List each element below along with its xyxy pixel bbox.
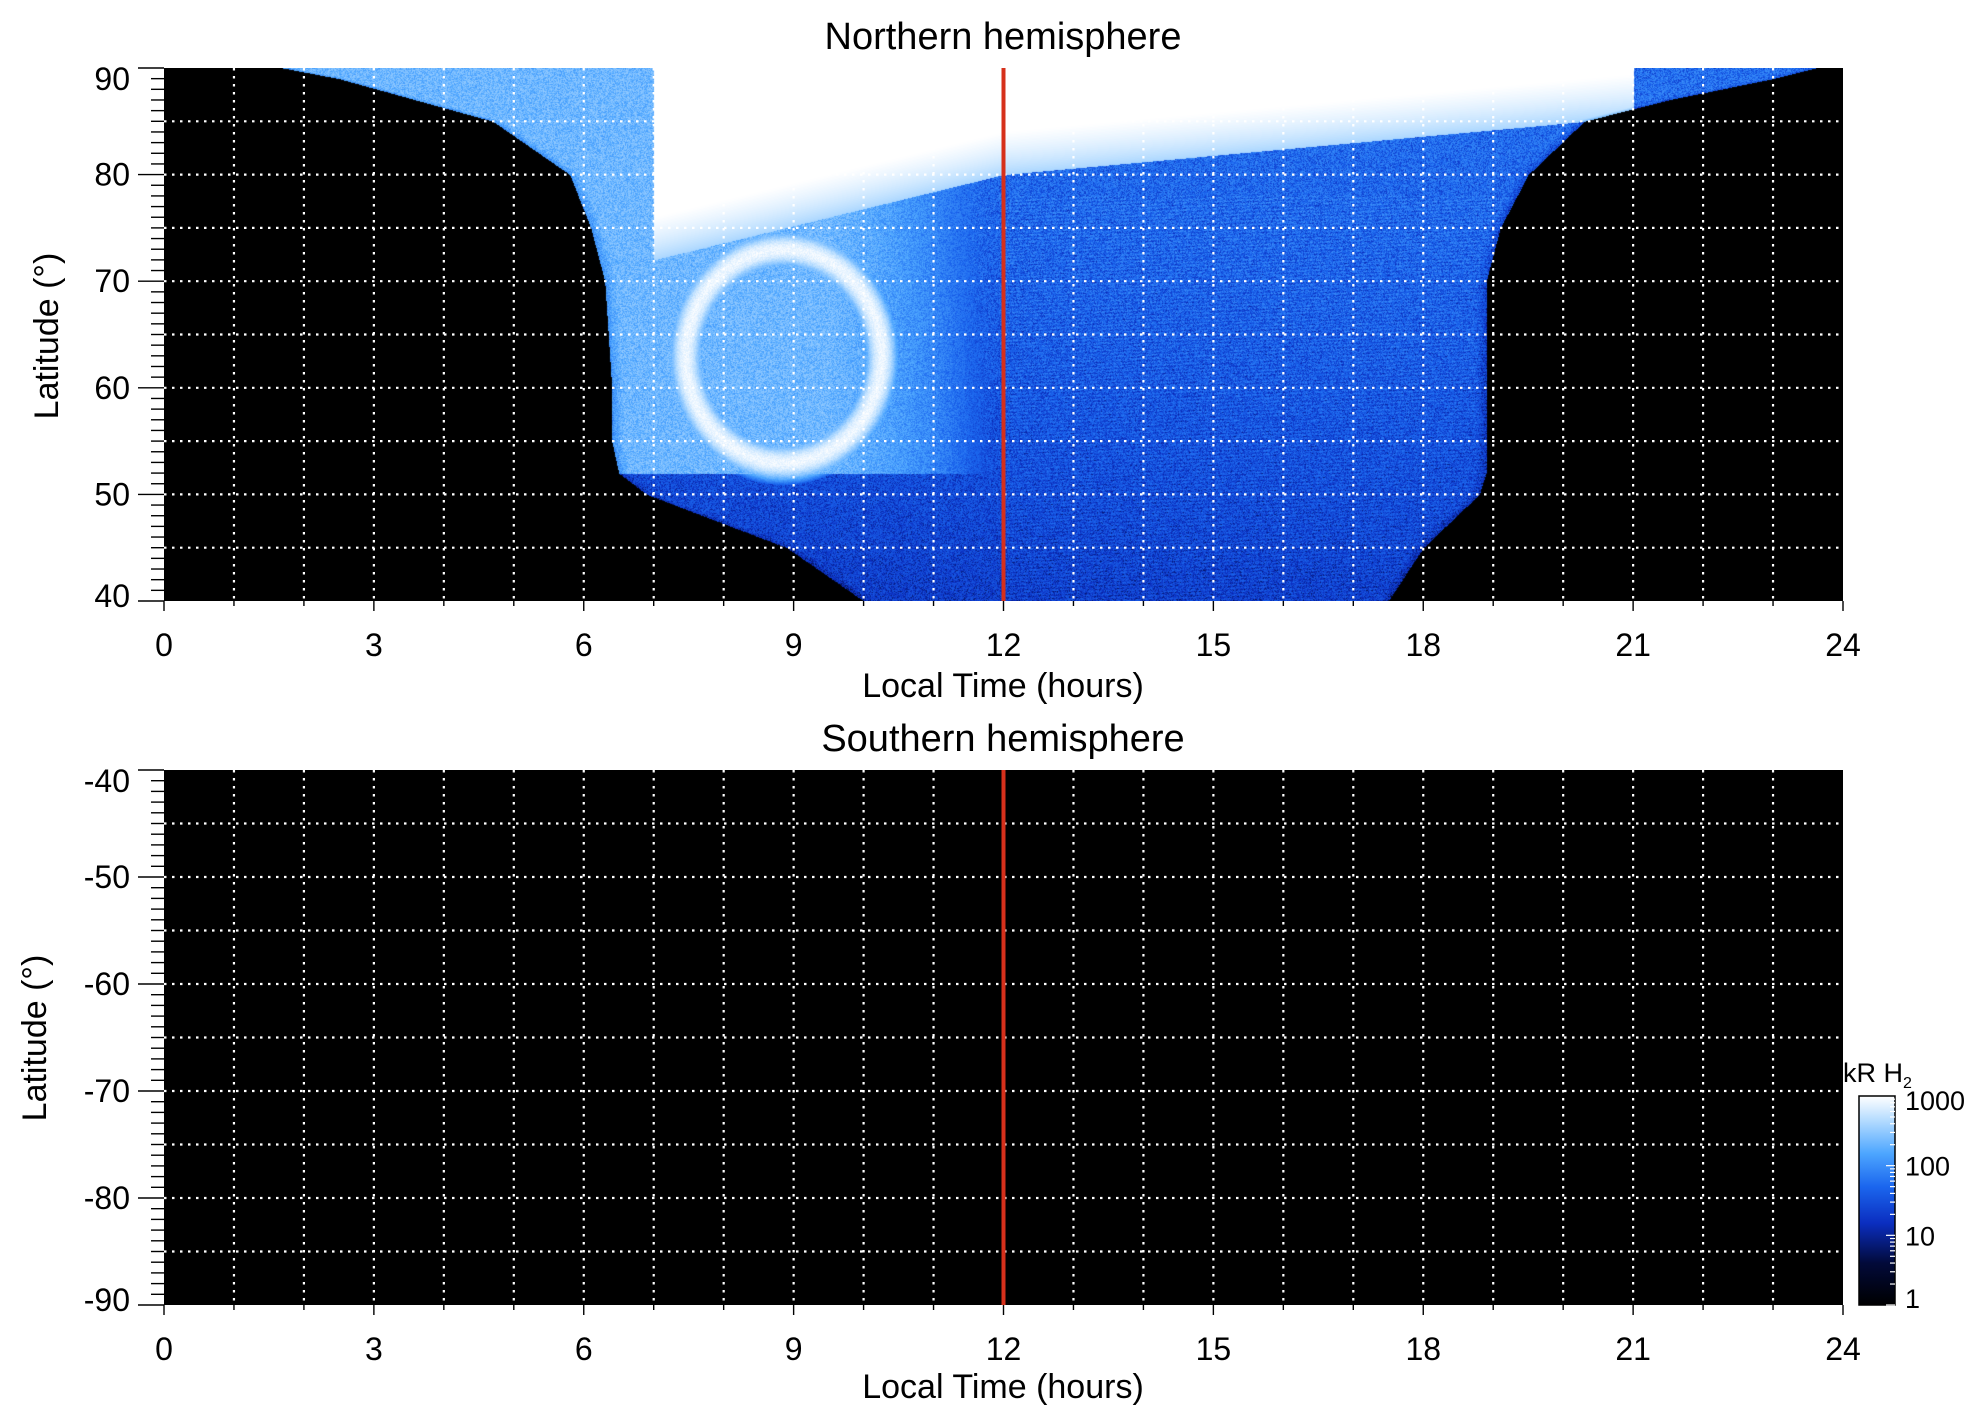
x-tick-label: 3 [365, 627, 383, 663]
north-y-axis-label: Latitude (°) [28, 253, 66, 420]
colorbar-tick-label: 100 [1905, 1152, 1950, 1182]
x-tick-label: 21 [1615, 627, 1651, 663]
north-axis-ticks [138, 67, 1844, 611]
x-tick-label: 0 [155, 1331, 173, 1367]
y-tick-label: 60 [94, 370, 130, 406]
x-tick-label: 3 [365, 1331, 383, 1367]
south-grid [164, 770, 1843, 1305]
x-tick-label: 12 [986, 1331, 1022, 1367]
southern-hemisphere-panel: Southern hemisphere 0 3 6 9 12 15 18 21 24 -40 -5… [16, 718, 1861, 1406]
y-tick-label: 80 [94, 157, 130, 193]
x-tick-label: 18 [1405, 1331, 1441, 1367]
x-tick-label: 0 [155, 627, 173, 663]
y-tick-label: -90 [84, 1282, 130, 1318]
northern-hemisphere-panel: Northern hemisphere 0 3 6 9 12 15 18 21 24 40 50 6… [28, 16, 1861, 705]
y-tick-label: -40 [84, 763, 130, 799]
south-y-axis-label: Latitude (°) [16, 955, 54, 1122]
north-y-tick-labels: 40 50 60 70 80 90 [94, 61, 130, 614]
x-tick-label: 24 [1825, 1331, 1861, 1367]
colorbar-label: kR H2 [1843, 1058, 1912, 1092]
x-tick-label: 24 [1825, 627, 1861, 663]
colorbar: kR H2 1 10 100 1000 [1843, 1058, 1965, 1314]
x-tick-label: 15 [1196, 627, 1232, 663]
south-x-tick-labels: 0 3 6 9 12 15 18 21 24 [155, 1331, 1861, 1367]
south-panel-title: Southern hemisphere [821, 718, 1184, 760]
y-tick-label: 90 [94, 61, 130, 97]
north-x-tick-labels: 0 3 6 9 12 15 18 21 24 [155, 627, 1861, 663]
south-axis-ticks [138, 769, 1844, 1315]
x-tick-label: 18 [1405, 627, 1441, 663]
y-tick-label: -80 [84, 1180, 130, 1216]
south-x-axis-label: Local Time (hours) [862, 1368, 1144, 1406]
south-y-tick-labels: -40 -50 -60 -70 -80 -90 [84, 763, 130, 1318]
colorbar-tick-labels: 1 10 100 1000 [1905, 1086, 1965, 1314]
colorbar-tick-label: 1 [1905, 1284, 1920, 1314]
x-tick-label: 9 [785, 1331, 803, 1367]
y-tick-label: 70 [94, 263, 130, 299]
y-tick-label: 50 [94, 476, 130, 512]
north-x-axis-label: Local Time (hours) [862, 667, 1144, 705]
colorbar-ticks [1886, 1098, 1895, 1306]
x-tick-label: 21 [1615, 1331, 1651, 1367]
x-tick-label: 6 [575, 1331, 593, 1367]
y-tick-label: -60 [84, 966, 130, 1002]
y-tick-label: -70 [84, 1073, 130, 1109]
x-tick-label: 6 [575, 627, 593, 663]
y-tick-label: -50 [84, 859, 130, 895]
north-panel-title: Northern hemisphere [825, 16, 1182, 58]
colorbar-tick-label: 10 [1905, 1221, 1935, 1251]
x-tick-label: 15 [1196, 1331, 1232, 1367]
x-tick-label: 12 [986, 627, 1022, 663]
x-tick-label: 9 [785, 627, 803, 663]
colorbar-tick-label: 1000 [1905, 1086, 1965, 1116]
y-tick-label: 40 [94, 578, 130, 614]
colorbar-gradient [1858, 1095, 1896, 1306]
